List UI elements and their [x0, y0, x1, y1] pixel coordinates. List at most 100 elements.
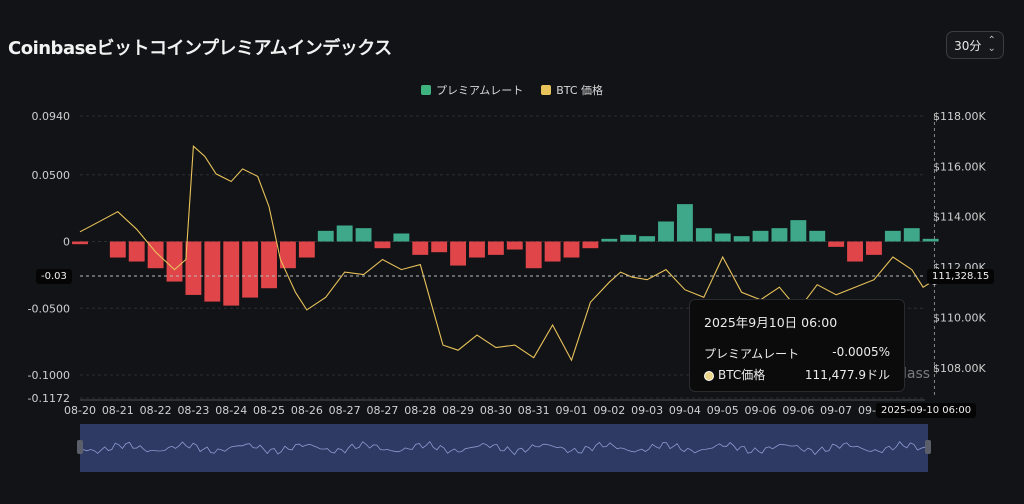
y-left-tick-label: -0.1172 — [28, 392, 70, 405]
premium-bar — [525, 241, 542, 269]
tooltip-title: 2025年9月10日 06:00 — [704, 315, 838, 330]
x-tick-label: 09-06 — [782, 404, 814, 417]
x-tick-label: 08-22 — [140, 404, 172, 417]
y-left-tick-label: -0.0500 — [28, 302, 70, 315]
y-right-tick-label: $108.00K — [933, 362, 986, 375]
x-tick-label: 09-06 — [745, 404, 777, 417]
x-tick-label: 08-24 — [215, 404, 247, 417]
premium-bar — [72, 241, 88, 245]
premium-bar — [847, 241, 863, 262]
x-tick-label: 08-28 — [404, 404, 436, 417]
x-tick-label: 08-25 — [253, 404, 285, 417]
premium-bar — [336, 225, 353, 242]
tooltip-premium-value: -0.0005% — [832, 345, 890, 359]
y-axis-left: 0.0940 0.0500 0 -0.0500 -0.1000 -0.1172 — [28, 110, 70, 405]
legend: プレミアムレート BTC 価格 — [0, 82, 1024, 98]
navigator-range — [80, 424, 928, 472]
premium-bar — [828, 241, 845, 247]
tooltip-premium-row: プレミアムレート -0.0005% — [704, 345, 890, 362]
premium-bar — [695, 228, 712, 242]
tooltip-btc-label: BTC価格 — [718, 368, 766, 382]
premium-bar — [866, 241, 882, 255]
btc-dot-icon — [704, 370, 714, 381]
x-tick-label: 09-03 — [631, 404, 663, 417]
interval-select[interactable]: 30分 ⌃ ⌄ — [946, 31, 1004, 59]
x-tick-label: 09-05 — [707, 404, 739, 417]
navigator-handle-left — [77, 440, 83, 454]
watermark: lass — [903, 366, 931, 382]
x-tick-label: 08-26 — [291, 404, 323, 417]
premium-bar — [884, 230, 901, 242]
premium-bars — [72, 204, 939, 306]
premium-bar — [147, 241, 164, 269]
crosshair-y-tag: -0.03 — [36, 269, 72, 284]
premium-bar — [506, 241, 523, 250]
x-tick-label: 08-20 — [64, 404, 96, 417]
navigator-series-line — [79, 440, 929, 456]
premium-bar — [809, 230, 826, 242]
y-right-tick-label: $116.00K — [933, 160, 986, 173]
range-navigator[interactable] — [77, 424, 931, 472]
premium-bar — [469, 241, 485, 258]
premium-bar — [544, 241, 561, 262]
crosshair-time-tag: 2025-09-10 06:00 — [876, 403, 977, 418]
premium-bar — [733, 236, 750, 242]
premium-bar — [223, 241, 240, 306]
y-right-tick-label: $110.00K — [933, 311, 986, 324]
premium-bar — [109, 241, 126, 258]
premium-bar — [298, 241, 315, 258]
y-axis-right: $118.00K$116.00K$114.00K$112.00K$110.00K… — [933, 110, 986, 375]
tooltip-btc-value: 111,477.9ドル — [804, 368, 890, 382]
legend-item-premium[interactable]: プレミアムレート — [420, 82, 524, 98]
x-tick-label: 09-07 — [820, 404, 852, 417]
premium-bar — [752, 230, 769, 242]
premium-bar — [639, 236, 656, 242]
x-tick-label: 08-27 — [329, 404, 361, 417]
interval-value: 30分 — [954, 38, 982, 53]
premium-bar — [374, 241, 391, 249]
premium-bar — [242, 241, 259, 298]
x-tick-label: 08-31 — [518, 404, 550, 417]
premium-bar — [412, 241, 429, 255]
premium-bar — [903, 228, 920, 242]
premium-bar — [714, 233, 731, 242]
x-tick-label: 08-21 — [102, 404, 134, 417]
x-tick-label: 09-01 — [556, 404, 588, 417]
page-title: Coinbaseビットコインプレミアムインデックス — [8, 38, 392, 59]
premium-bar — [620, 234, 637, 242]
premium-bar — [431, 241, 448, 253]
legend-premium-label: プレミアムレート — [435, 84, 524, 97]
y-right-tick-label: $118.00K — [933, 110, 986, 123]
premium-bar — [658, 221, 674, 242]
premium-swatch — [420, 85, 431, 95]
crosshair-price-tag: 111,328.15 — [927, 269, 995, 284]
y-left-tick-label: 0 — [63, 236, 70, 249]
premium-bar — [450, 241, 467, 266]
legend-item-btc[interactable]: BTC 価格 — [541, 82, 603, 98]
premium-bar — [676, 204, 693, 242]
premium-bar — [355, 228, 372, 242]
x-tick-label: 09-04 — [669, 404, 701, 417]
x-tick-label: 08-30 — [480, 404, 512, 417]
premium-bar — [601, 238, 618, 242]
premium-bar — [166, 241, 183, 282]
btc-price-line — [79, 145, 935, 362]
premium-bar — [393, 233, 410, 242]
x-tick-label: 08-29 — [442, 404, 474, 417]
btc-swatch — [541, 85, 552, 95]
navigator-handle-right — [925, 440, 931, 454]
premium-bar — [487, 241, 504, 255]
premium-bar — [922, 238, 939, 242]
premium-bar — [128, 241, 145, 262]
x-axis: 08-20 08-21 08-22 08-23 08-24 08-25 08-26 08-27… — [64, 399, 925, 417]
tooltip-btc-row: BTC価格 111,477.9ドル — [704, 366, 890, 383]
premium-bar — [771, 228, 788, 242]
premium-bar — [280, 241, 296, 269]
premium-bar — [582, 241, 599, 249]
legend-btc-label: BTC 価格 — [556, 84, 604, 97]
premium-bar — [204, 241, 221, 302]
x-tick-label: 08-27 — [366, 404, 398, 417]
y-right-tick-label: $114.00K — [933, 211, 986, 224]
tooltip: 2025年9月10日 06:00 プレミアムレート -0.0005% BTC価格… — [689, 299, 905, 392]
